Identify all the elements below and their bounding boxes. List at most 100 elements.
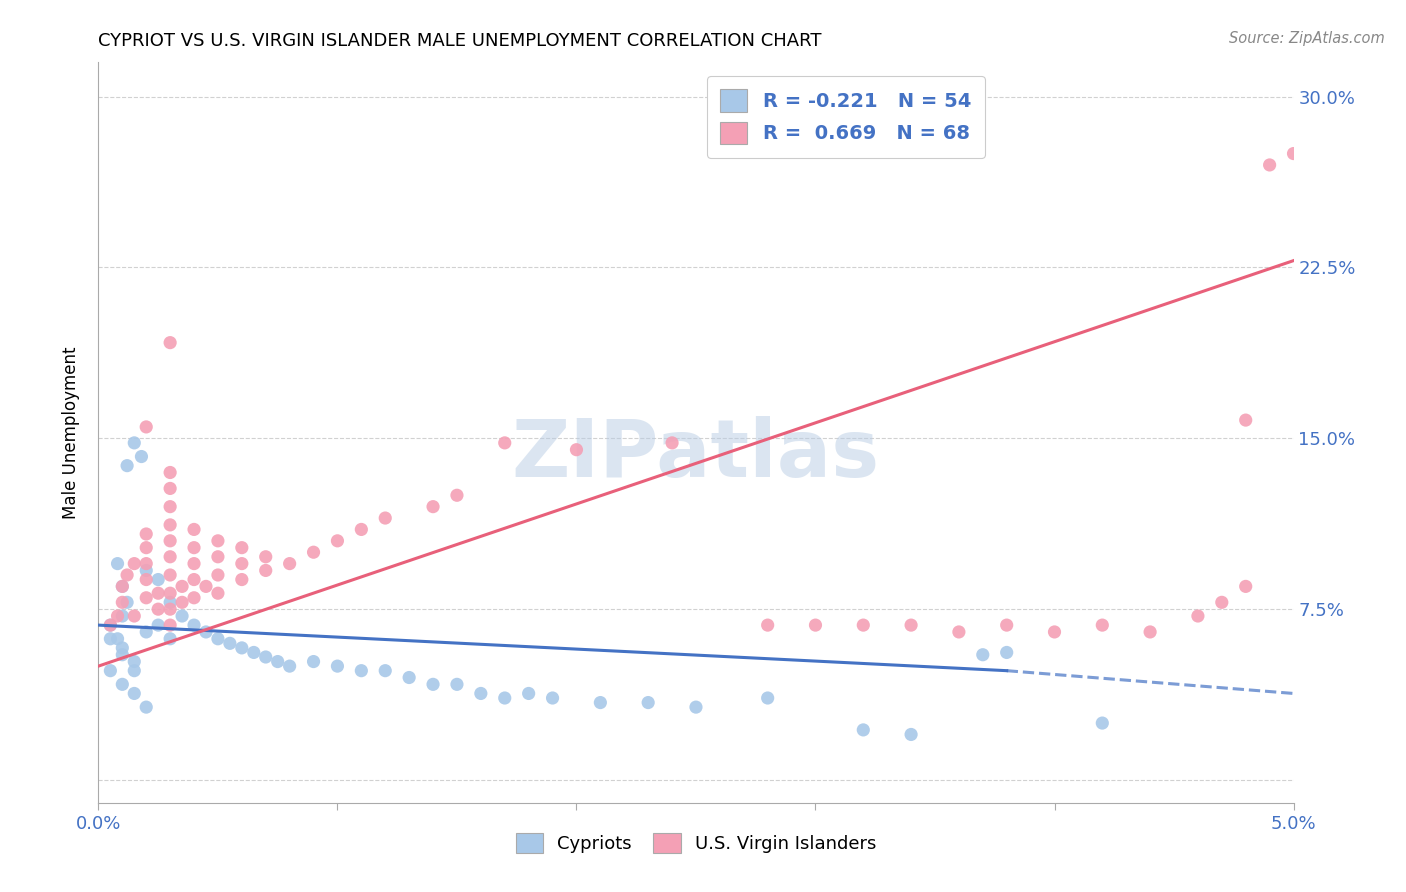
Point	[159, 335, 181, 350]
Point	[111, 677, 134, 691]
Point	[254, 564, 277, 578]
Point	[135, 624, 157, 639]
Point	[159, 517, 181, 532]
Point	[159, 568, 181, 582]
Point	[685, 700, 707, 714]
Point	[661, 435, 683, 450]
Point	[124, 655, 146, 669]
Point	[124, 557, 146, 571]
Point	[111, 648, 134, 662]
Point	[207, 632, 229, 646]
Point	[148, 618, 170, 632]
Point	[135, 591, 157, 605]
Point	[852, 618, 875, 632]
Point	[135, 527, 157, 541]
Point	[124, 664, 146, 678]
Point	[107, 632, 129, 646]
Point	[111, 579, 134, 593]
Point	[135, 700, 157, 714]
Text: Source: ZipAtlas.com: Source: ZipAtlas.com	[1229, 31, 1385, 46]
Point	[278, 557, 301, 571]
Point	[446, 677, 468, 691]
Point	[195, 624, 218, 639]
Point	[494, 691, 516, 706]
Y-axis label: Male Unemployment: Male Unemployment	[62, 346, 80, 519]
Point	[111, 609, 134, 624]
Point	[148, 586, 170, 600]
Point	[1211, 595, 1233, 609]
Point	[852, 723, 875, 737]
Point	[374, 664, 396, 678]
Point	[159, 466, 181, 480]
Point	[124, 609, 146, 624]
Point	[135, 573, 157, 587]
Point	[446, 488, 468, 502]
Point	[565, 442, 588, 457]
Point	[183, 541, 205, 555]
Point	[111, 595, 134, 609]
Point	[350, 664, 373, 678]
Point	[135, 420, 157, 434]
Point	[326, 533, 349, 548]
Point	[1282, 146, 1305, 161]
Point	[374, 511, 396, 525]
Point	[135, 541, 157, 555]
Point	[804, 618, 827, 632]
Point	[207, 568, 229, 582]
Point	[995, 645, 1018, 659]
Text: ZIPatlas: ZIPatlas	[512, 416, 880, 494]
Point	[207, 549, 229, 564]
Point	[159, 602, 181, 616]
Point	[254, 650, 277, 665]
Point	[1234, 413, 1257, 427]
Point	[111, 579, 134, 593]
Point	[195, 579, 218, 593]
Point	[326, 659, 349, 673]
Point	[159, 632, 181, 646]
Point	[1234, 579, 1257, 593]
Point	[254, 549, 277, 564]
Point	[115, 568, 138, 582]
Point	[159, 595, 181, 609]
Point	[422, 500, 444, 514]
Point	[350, 523, 373, 537]
Point	[398, 671, 420, 685]
Point	[115, 595, 138, 609]
Point	[98, 618, 122, 632]
Point	[183, 557, 205, 571]
Point	[948, 624, 970, 639]
Point	[172, 579, 194, 593]
Point	[637, 696, 659, 710]
Point	[243, 645, 266, 659]
Point	[115, 458, 138, 473]
Point	[159, 549, 181, 564]
Point	[1091, 618, 1114, 632]
Point	[148, 602, 170, 616]
Point	[172, 609, 194, 624]
Point	[1091, 716, 1114, 731]
Point	[302, 545, 325, 559]
Point	[183, 618, 205, 632]
Point	[756, 618, 779, 632]
Point	[159, 500, 181, 514]
Point	[1139, 624, 1161, 639]
Point	[267, 655, 290, 669]
Point	[900, 727, 922, 741]
Point	[1187, 609, 1209, 624]
Point	[98, 632, 122, 646]
Point	[159, 533, 181, 548]
Point	[470, 686, 492, 700]
Point	[589, 696, 612, 710]
Point	[159, 586, 181, 600]
Point	[207, 533, 229, 548]
Legend: Cypriots, U.S. Virgin Islanders: Cypriots, U.S. Virgin Islanders	[509, 826, 883, 861]
Point	[124, 686, 146, 700]
Point	[756, 691, 779, 706]
Point	[231, 573, 253, 587]
Point	[207, 586, 229, 600]
Point	[111, 640, 134, 655]
Point	[494, 435, 516, 450]
Point	[995, 618, 1018, 632]
Point	[131, 450, 153, 464]
Point	[98, 618, 122, 632]
